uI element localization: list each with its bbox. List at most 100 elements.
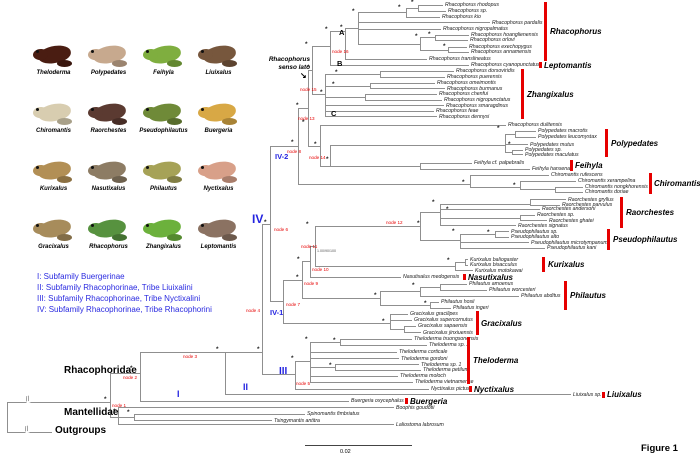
- frog-head: [88, 223, 103, 234]
- genus-label: Nyctixalus: [474, 385, 515, 394]
- species-label: Nyctixalus pictus: [431, 386, 470, 392]
- species-label: Raorchestes andersoni: [542, 206, 596, 213]
- frog-eye-icon: [91, 108, 94, 111]
- species-label: Philautus abditus: [521, 293, 561, 299]
- tip-branch-line: [465, 264, 468, 266]
- species-label: Rhacophorus exechopygus: [469, 44, 532, 51]
- support-asterisk: *: [513, 182, 516, 189]
- genus-bar: [476, 311, 479, 335]
- support-asterisk: *: [296, 102, 299, 109]
- branch-line: [465, 259, 466, 265]
- support-asterisk: *: [487, 229, 490, 236]
- genus-bar: [539, 62, 542, 68]
- branch-line: [505, 133, 515, 135]
- tip-branch-line: [515, 130, 536, 132]
- gallery-cell: Rhacophorus: [81, 210, 136, 268]
- branch-line: [308, 69, 312, 71]
- tip-branch-line: [430, 307, 451, 309]
- genus-label: Kurixalus: [548, 260, 585, 269]
- frog-head: [143, 165, 158, 176]
- tip-branch-line: [325, 116, 437, 118]
- branch-line: [310, 341, 340, 343]
- gallery-cell: Kurixalus: [26, 152, 81, 210]
- branch-line: [420, 163, 421, 169]
- branch-line: [512, 150, 513, 155]
- species-label: Gracixalus gracilipes: [410, 311, 458, 317]
- branch-line: [312, 93, 325, 95]
- branch-line: [345, 28, 346, 60]
- branch-line: [315, 226, 316, 266]
- tip-branch-line: [345, 58, 427, 60]
- branch-line: [440, 217, 520, 219]
- node-support-label: node 3: [183, 354, 198, 359]
- support-asterisk: *: [325, 26, 328, 33]
- genus-bar: [649, 173, 652, 194]
- tip-branch-line: [335, 369, 421, 371]
- branch-line: [390, 314, 391, 329]
- species-label: Rhacophorus dennysi: [439, 113, 490, 120]
- genus-label: Feihyla: [575, 161, 603, 170]
- branch-line: [312, 46, 313, 94]
- branch-line: [330, 145, 331, 166]
- frog-eye-icon: [201, 166, 204, 169]
- species-label: Raorchestes signatus: [518, 222, 568, 229]
- species-label: Rhacophorus nigropalmatus: [443, 26, 508, 33]
- frog-genus-name: Theloderma: [36, 70, 71, 76]
- genus-bar: [620, 197, 623, 228]
- support-asterisk: *: [113, 408, 116, 415]
- gallery-cell: Chiromantis: [26, 94, 81, 152]
- tip-branch-line: [420, 168, 530, 170]
- branch-line: [295, 361, 296, 389]
- branch-line: [310, 245, 315, 247]
- family-label-mantellidae: Mantellidae: [64, 407, 119, 418]
- tip-branch-line: [460, 247, 545, 249]
- frog-genus-name: Kurixalus: [39, 186, 68, 192]
- tip-branch-line: [555, 186, 583, 188]
- branch-break-mark: //: [25, 395, 31, 404]
- frog-genus-name: Buergeria: [204, 128, 233, 134]
- genus-label: Rhacophorus: [550, 27, 602, 36]
- branch-line: [310, 246, 311, 277]
- species-label: Rhacophorus dorsoviridis: [456, 68, 515, 75]
- species-label: Rhacophorus smaragdinus: [446, 102, 508, 109]
- species-label: Pseudophilautus sp.: [511, 228, 558, 235]
- genus-label: Raorchestes: [626, 208, 675, 217]
- support-asterisk: *: [305, 41, 308, 48]
- support-asterisk: *: [398, 4, 401, 11]
- tip-branch-line: [530, 199, 566, 200]
- frog-leg: [222, 118, 237, 125]
- species-label: Chiromantis doriae: [585, 189, 629, 196]
- genus-bar: [405, 398, 408, 404]
- frog-photo: [198, 213, 238, 241]
- senso-lato-line1: Rhacophorus: [268, 56, 310, 63]
- outgroups-label: Outgroups: [55, 425, 107, 436]
- species-label: Rhacophorus burmanus: [447, 85, 503, 92]
- tip-branch-line: [330, 64, 469, 66]
- frog-eye-icon: [201, 50, 204, 53]
- genus-bar: [467, 337, 470, 384]
- support-asterisk: *: [412, 282, 415, 289]
- legend-line-2: II: Subfamily Rhacophorinae, Tribe Liuix…: [37, 283, 193, 292]
- genus-bar: [564, 281, 567, 310]
- support-asterisk: *: [264, 219, 267, 226]
- species-label: Spinomantis fimbriatus: [307, 411, 360, 417]
- tip-branch-line: [118, 407, 394, 408]
- support-asterisk: *: [443, 43, 446, 50]
- rhacophorus-senso-lato-annotation: Rhacophorus senso lato: [258, 56, 310, 72]
- support-asterisk: *: [447, 257, 450, 264]
- branch-line: [262, 373, 295, 375]
- tip-branch-line: [340, 338, 412, 340]
- species-label: Rhacophorus rhodopus: [445, 2, 499, 8]
- node-support-label: node 8: [287, 149, 302, 154]
- species-label: Rhacophorus cyanopunctatus: [471, 62, 540, 68]
- species-label: Rhacophorus dulitensis: [508, 122, 562, 129]
- branch-line: [448, 47, 449, 53]
- clade-roman-i: I: [177, 389, 180, 399]
- species-label: Gracixalus sapaensis: [418, 323, 468, 329]
- support-asterisk: *: [352, 8, 355, 15]
- frog-eye-icon: [201, 224, 204, 227]
- support-asterisk: *: [432, 199, 435, 206]
- tip-branch-line: [418, 10, 446, 12]
- support-asterisk: *: [320, 89, 323, 96]
- clade-letter-c: C: [331, 109, 337, 118]
